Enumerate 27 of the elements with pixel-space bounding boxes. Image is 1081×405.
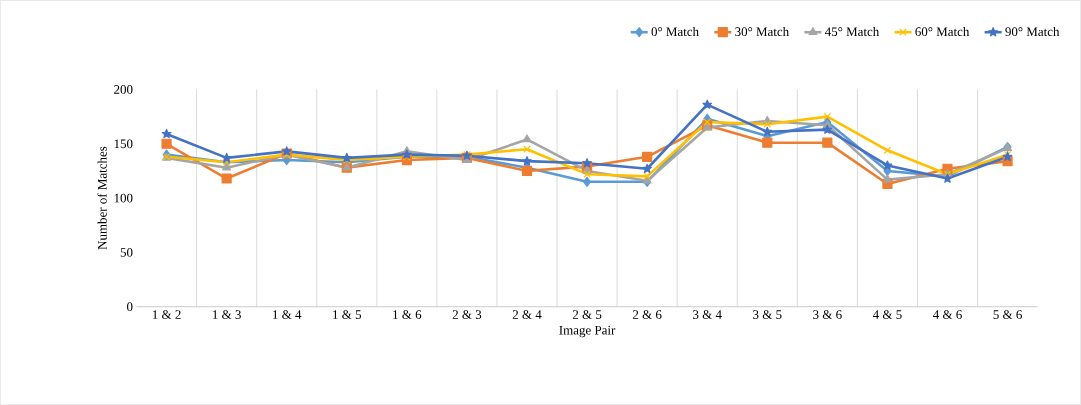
x-tick-label: 4 & 5 (872, 310, 902, 319)
legend-label: 45° Match (824, 26, 880, 37)
y-tick-label: 100 (114, 193, 133, 203)
x-tick-label: 1 & 6 (393, 310, 422, 319)
x-tick-label: 1 & 4 (273, 310, 302, 319)
y-tick-label: 200 (114, 84, 133, 94)
x-tick-label: 1 & 2 (152, 310, 181, 319)
x-axis-title: Image Pair (559, 325, 616, 338)
x-tick-label: 2 & 3 (452, 310, 482, 319)
legend-label: 0° Match (651, 26, 699, 37)
y-tick-label: 0 (127, 302, 133, 311)
x-tick-label: 2 & 6 (632, 310, 662, 319)
x-tick-label: 4 & 6 (932, 310, 962, 319)
x-tick-label: 2 & 5 (572, 310, 602, 319)
x-tick-label: 5 & 6 (993, 310, 1022, 319)
y-tick-label: 50 (120, 247, 133, 257)
y-tick-label: 150 (114, 139, 133, 149)
x-tick-label: 3 & 5 (753, 310, 782, 319)
x-tick-label: 1 & 3 (213, 310, 241, 319)
y-axis-title: Number of Matches (97, 146, 107, 250)
x-tick-label: 2 & 4 (512, 310, 542, 319)
legend-label: 30° Match (735, 26, 789, 37)
legend-label: 90° Match (1005, 26, 1060, 37)
x-tick-label: 3 & 6 (813, 310, 842, 319)
x-tick-label: 1 & 5 (333, 310, 362, 319)
x-tick-label: 3 & 4 (693, 310, 722, 319)
legend-label: 60° Match (915, 26, 970, 37)
